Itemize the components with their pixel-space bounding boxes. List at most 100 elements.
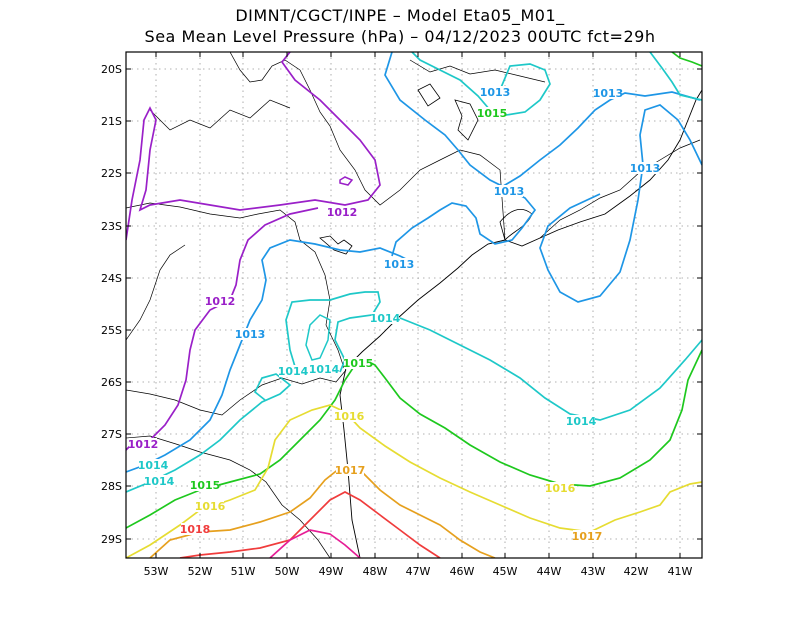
isobar-1012 xyxy=(339,176,354,186)
lat-tick-label: 24S xyxy=(101,272,122,285)
isobar-label-bg xyxy=(481,86,509,98)
lon-tick-label: 50W xyxy=(275,565,300,578)
isobar-label: 1012 xyxy=(128,438,159,451)
isobar-label: 1016 xyxy=(195,500,226,513)
lake-outline xyxy=(417,83,441,107)
isobar-label: 1013 xyxy=(480,86,511,99)
lon-tick-label: 42W xyxy=(624,565,649,578)
isobar-1015 xyxy=(671,52,702,67)
isobar-label: 1018 xyxy=(180,523,211,536)
lat-tick-label: 26S xyxy=(101,376,122,389)
isobar-label-bg xyxy=(236,328,264,340)
state-border xyxy=(126,435,331,558)
isobar-label-bg xyxy=(385,258,413,270)
lon-tick-label: 49W xyxy=(319,565,344,578)
isobar-label: 1015 xyxy=(343,357,374,370)
lat-tick-label: 22S xyxy=(101,167,122,180)
isobar-label: 1013 xyxy=(384,258,415,271)
isobar-label-bg xyxy=(495,185,523,197)
isobar-1018 xyxy=(179,491,441,558)
map-frame xyxy=(125,51,703,559)
isobar-label: 1013 xyxy=(593,87,624,100)
isobar-1014 xyxy=(411,52,551,117)
state-border xyxy=(149,99,291,131)
isobar-label-bg xyxy=(371,312,399,324)
state-border xyxy=(229,52,301,83)
isobar-label: 1014 xyxy=(309,363,340,376)
lake-outline xyxy=(454,99,479,141)
isobar-label-bg xyxy=(573,530,601,542)
chart-subtitle: Sea Mean Level Pressure (hPa) – 04/12/20… xyxy=(144,27,656,46)
isobar-label-bg xyxy=(478,107,506,119)
isobar-label-bg xyxy=(594,87,622,99)
isobar-1015 xyxy=(126,349,702,529)
isobar-1014 xyxy=(126,373,292,493)
isobar-label: 1012 xyxy=(327,206,358,219)
lat-tick-label: 27S xyxy=(101,428,122,441)
lon-tick-label: 52W xyxy=(188,565,213,578)
isobar-label: 1015 xyxy=(190,479,221,492)
isobar-label-bg xyxy=(335,410,363,422)
isobar-1012 xyxy=(126,207,319,451)
isobar-1014 xyxy=(305,314,331,361)
isobar-label-bg xyxy=(567,415,595,427)
isobar-label-bg xyxy=(328,206,356,218)
isobar-label-bg xyxy=(191,479,219,491)
isobar-label: 1016 xyxy=(334,410,365,423)
isobar-label: 1014 xyxy=(370,312,401,325)
isobar-1013 xyxy=(384,52,537,257)
isobar-labels: 1012 1012 1012 1013 1013 1013 1013 1013 1013 1014… xyxy=(128,86,661,543)
isobar-1014 xyxy=(285,291,381,373)
isobar-label-bg xyxy=(181,523,209,535)
isobar-label-bg xyxy=(310,363,338,375)
lon-tick-label: 53W xyxy=(144,565,169,578)
isobar-label-bg xyxy=(336,464,364,476)
isobar-1012 xyxy=(126,52,381,241)
lat-tick-label: 29S xyxy=(101,533,122,546)
isobar-label: 1014 xyxy=(144,475,175,488)
isobar-1013 xyxy=(499,91,701,189)
lon-tick-label: 43W xyxy=(581,565,606,578)
state-border xyxy=(409,59,546,83)
isobar-label-bg xyxy=(196,500,224,512)
state-border xyxy=(126,369,347,416)
lat-tick-label: 23S xyxy=(101,220,122,233)
lat-tick-label: 25S xyxy=(101,324,122,337)
chart-title: DIMNT/CGCT/INPE – Model Eta05_M01_ xyxy=(235,6,565,25)
isobar-label-bg xyxy=(139,459,167,471)
lon-tick-label: 48W xyxy=(363,565,388,578)
isobar-1016 xyxy=(126,404,702,558)
isobar-label: 1012 xyxy=(205,295,236,308)
isobar-1013 xyxy=(539,104,702,303)
state-border xyxy=(299,69,506,241)
lat-tick-label: 20S xyxy=(101,63,122,76)
island-outline xyxy=(319,235,353,255)
lon-tick-label: 41W xyxy=(668,565,693,578)
axis-ticks: 20S 21S 22S 23S 24S 25S 26S 27S 28S 29S 53W 52W 51W 5… xyxy=(101,52,702,578)
isobar-label: 1013 xyxy=(630,162,661,175)
isobar-1014 xyxy=(399,317,702,421)
isobar-label-bg xyxy=(344,357,372,369)
isobar-label-bg xyxy=(279,365,307,377)
state-border xyxy=(126,244,186,341)
isobar-label-bg xyxy=(206,295,234,307)
lat-tick-label: 28S xyxy=(101,480,122,493)
isobar-label: 1014 xyxy=(566,415,597,428)
lat-tick-label: 21S xyxy=(101,115,122,128)
isobar-label: 1015 xyxy=(477,107,508,120)
isobar-label: 1014 xyxy=(278,365,309,378)
pressure-contours xyxy=(126,52,702,558)
isobar-label-bg xyxy=(145,475,173,487)
isobar-label-bg xyxy=(546,482,574,494)
isobar-1014 xyxy=(649,52,702,101)
lon-tick-label: 51W xyxy=(231,565,256,578)
isobar-label: 1013 xyxy=(494,185,525,198)
isobar-label: 1013 xyxy=(235,328,266,341)
isobar-label: 1016 xyxy=(545,482,576,495)
isobar-1019 xyxy=(269,529,361,558)
isobar-label-bg xyxy=(631,162,659,174)
state-border xyxy=(539,139,701,239)
lon-tick-label: 46W xyxy=(450,565,475,578)
lon-tick-label: 44W xyxy=(537,565,562,578)
isobar-1013 xyxy=(126,239,413,473)
